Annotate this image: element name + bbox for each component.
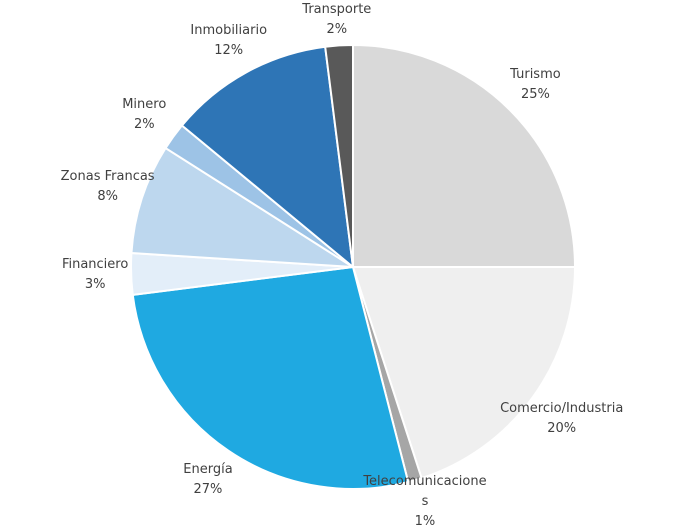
- slice-label: Comercio/Industria 20%: [500, 399, 624, 439]
- slice: [131, 265, 410, 490]
- slice-label: Energía 27%: [146, 460, 270, 500]
- slice-label: Financiero 3%: [33, 255, 157, 295]
- category-label: Financiero: [61, 257, 129, 273]
- slice-label: Inmobiliario 12%: [167, 21, 291, 61]
- slice-label: Telecomunicaciones 1%: [363, 472, 487, 532]
- value-label: 25%: [520, 86, 550, 102]
- category-label: Comercio/Industria: [500, 400, 624, 416]
- category-label: Energía: [183, 462, 233, 478]
- value-label: 2%: [133, 117, 155, 133]
- value-label: 1%: [414, 514, 436, 529]
- value-label: 20%: [547, 420, 577, 436]
- slice: [351, 266, 577, 480]
- category-label: Telecomunicaciones: [363, 474, 487, 509]
- category-label: Turismo: [510, 66, 561, 82]
- category-label: Zonas Francas: [60, 169, 155, 185]
- category-label: Transporte: [302, 2, 372, 17]
- slice: [180, 45, 355, 270]
- value-label: 8%: [97, 189, 118, 205]
- slice: [324, 43, 354, 268]
- value-label: 2%: [326, 22, 348, 37]
- value-label: 12%: [214, 42, 244, 58]
- value-label: 3%: [84, 277, 106, 293]
- slice-label: Turismo 25%: [473, 65, 597, 105]
- slice: [352, 43, 577, 268]
- slice: [130, 146, 354, 268]
- slice-label: Minero 2%: [82, 95, 206, 135]
- slice-label: Zonas Francas 8%: [46, 167, 170, 207]
- slice-label: Transporte 2%: [275, 0, 399, 40]
- value-label: 27%: [193, 482, 223, 498]
- category-label: Inmobiliario: [190, 22, 268, 38]
- category-label: Minero: [122, 97, 167, 113]
